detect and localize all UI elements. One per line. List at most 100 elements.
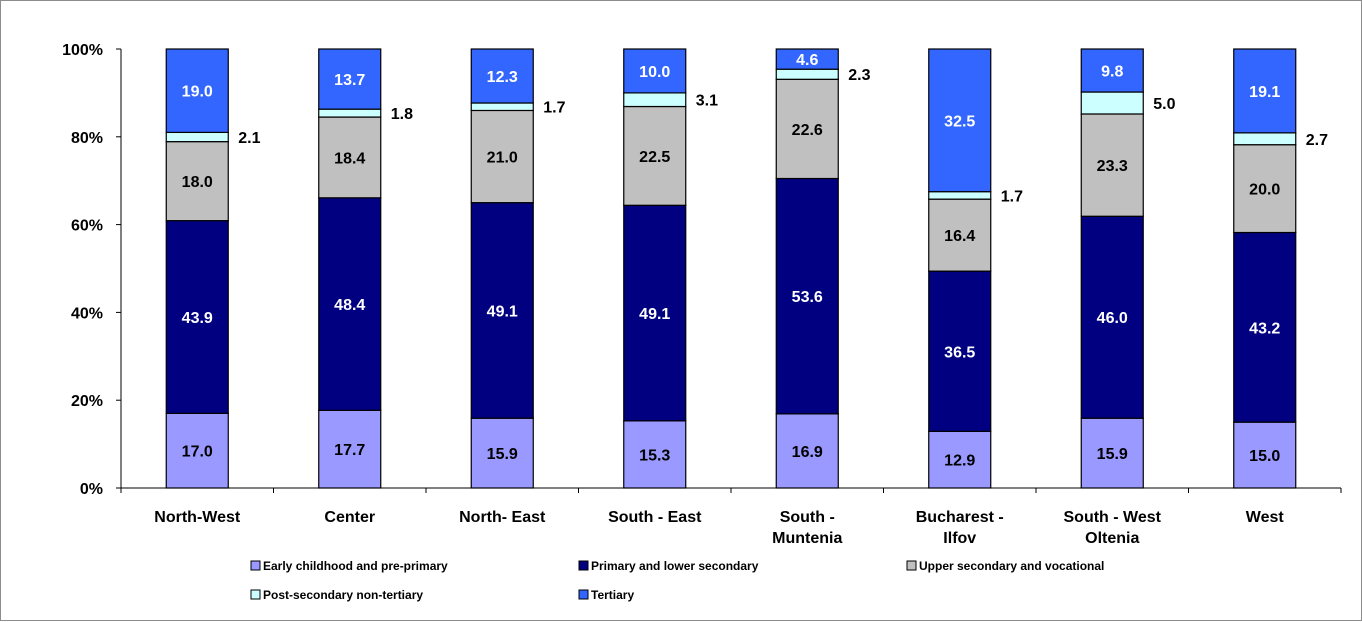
- bar-segment: [318, 409, 382, 489]
- x-tick-label: South -: [780, 509, 835, 526]
- data-label: 18.0: [182, 174, 213, 191]
- legend-label: Post-secondary non-tertiary: [263, 588, 423, 602]
- data-label: 2.3: [848, 67, 870, 84]
- data-label: 48.4: [334, 297, 365, 314]
- legend-swatch: [578, 589, 589, 600]
- legend-swatch: [578, 560, 589, 571]
- bar-segment: [928, 198, 992, 272]
- data-label: 22.5: [639, 149, 670, 166]
- y-tick-label: 0%: [80, 481, 103, 498]
- bar-segment: [318, 197, 382, 411]
- x-tick-label: North- East: [459, 509, 546, 526]
- bar-segment: [775, 177, 839, 415]
- y-tick-label: 60%: [71, 218, 103, 235]
- bar-segment: [1080, 215, 1144, 419]
- data-label: 2.7: [1306, 132, 1328, 149]
- bar-segment: [623, 92, 687, 108]
- data-label: 21.0: [487, 150, 518, 167]
- bar-segment: [1233, 231, 1297, 423]
- bar-segment: [1233, 132, 1297, 146]
- data-label: 1.7: [1001, 188, 1023, 205]
- data-label: 17.0: [182, 444, 213, 461]
- y-tick-label: 20%: [71, 393, 103, 410]
- bar-segment: [318, 108, 382, 118]
- data-label: 32.5: [944, 113, 975, 130]
- x-tick-label: Muntenia: [772, 530, 842, 547]
- data-label: 19.1: [1249, 84, 1280, 101]
- data-label: 18.4: [334, 150, 365, 167]
- bar-segment: [928, 270, 992, 432]
- legend-label: Primary and lower secondary: [591, 559, 759, 573]
- bar-segment: [470, 48, 534, 104]
- data-label: 2.1: [238, 130, 260, 147]
- data-label: 16.9: [792, 444, 823, 461]
- data-label: 43.9: [182, 310, 213, 327]
- bar-segment: [928, 430, 992, 489]
- x-tick-label: Oltenia: [1085, 530, 1139, 547]
- bar-segment: [775, 413, 839, 489]
- bar-segment: [165, 412, 229, 489]
- data-label: 36.5: [944, 344, 975, 361]
- data-label: 5.0: [1153, 96, 1175, 113]
- data-label: 16.4: [944, 228, 975, 245]
- bar-segment: [318, 48, 382, 110]
- x-tick-label: North-West: [154, 509, 241, 526]
- data-label: 12.3: [487, 69, 518, 86]
- legend-label: Tertiary: [591, 588, 634, 602]
- data-label: 23.3: [1097, 158, 1128, 175]
- bar-segment: [1233, 48, 1297, 134]
- bar-segment: [1080, 113, 1144, 217]
- bar-segment: [928, 48, 992, 193]
- bar-segment: [165, 141, 229, 222]
- bar-segment: [623, 48, 687, 94]
- data-label: 49.1: [487, 303, 518, 320]
- bar-segment: [470, 202, 534, 419]
- data-label: 43.2: [1249, 320, 1280, 337]
- legend-label: Upper secondary and vocational: [919, 559, 1104, 573]
- y-tick-label: 100%: [62, 42, 103, 59]
- x-tick-label: Ilfov: [943, 530, 976, 547]
- bar-segment: [623, 420, 687, 489]
- data-label: 15.9: [1097, 446, 1128, 463]
- legend-swatch: [250, 560, 261, 571]
- x-tick-label: Center: [324, 509, 375, 526]
- data-label: 20.0: [1249, 182, 1280, 199]
- bar-segment: [470, 417, 534, 489]
- bar-segment: [470, 102, 534, 112]
- data-label: 12.9: [944, 453, 975, 470]
- bar-segment: [1080, 48, 1144, 93]
- legend-swatch: [906, 560, 917, 571]
- legend-swatch: [250, 589, 261, 600]
- data-label: 15.3: [639, 447, 670, 464]
- x-tick-label: South - West: [1064, 509, 1162, 526]
- bar-segment: [775, 48, 839, 70]
- data-label: 9.8: [1101, 64, 1123, 81]
- data-label: 46.0: [1097, 310, 1128, 327]
- data-label: 1.8: [391, 106, 413, 123]
- data-label: 53.6: [792, 289, 823, 306]
- x-tick-label: Bucharest -: [916, 509, 1004, 526]
- y-tick-label: 80%: [71, 130, 103, 147]
- data-label: 49.1: [639, 306, 670, 323]
- bar-segment: [775, 78, 839, 180]
- bar-segment: [165, 48, 229, 134]
- data-label: 10.0: [639, 64, 670, 81]
- data-label: 19.0: [182, 84, 213, 101]
- data-label: 1.7: [543, 100, 565, 117]
- bar-segment: [165, 220, 229, 414]
- data-label: 15.9: [487, 446, 518, 463]
- data-label: 13.7: [334, 72, 365, 89]
- y-tick-label: 40%: [71, 305, 103, 322]
- data-label: 22.6: [792, 122, 823, 139]
- bar-segment: [928, 191, 992, 200]
- data-label: 17.7: [334, 442, 365, 459]
- bar-segment: [1080, 91, 1144, 115]
- x-tick-label: South - East: [608, 509, 702, 526]
- bar-segment: [165, 131, 229, 143]
- bar-segment: [775, 68, 839, 80]
- data-label: 4.6: [796, 52, 818, 69]
- bar-segment: [623, 105, 687, 206]
- bar-segment: [623, 204, 687, 422]
